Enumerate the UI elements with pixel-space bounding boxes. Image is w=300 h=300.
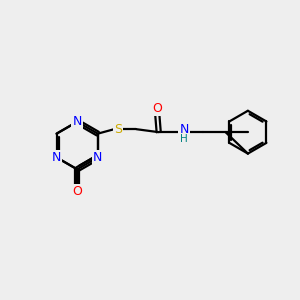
Text: H: H [180,134,188,144]
Text: N: N [52,151,61,164]
Text: O: O [152,102,162,115]
Text: N: N [73,115,82,128]
Text: N: N [179,123,189,136]
Text: S: S [114,123,122,136]
Text: N: N [93,151,103,164]
Text: O: O [72,185,82,198]
